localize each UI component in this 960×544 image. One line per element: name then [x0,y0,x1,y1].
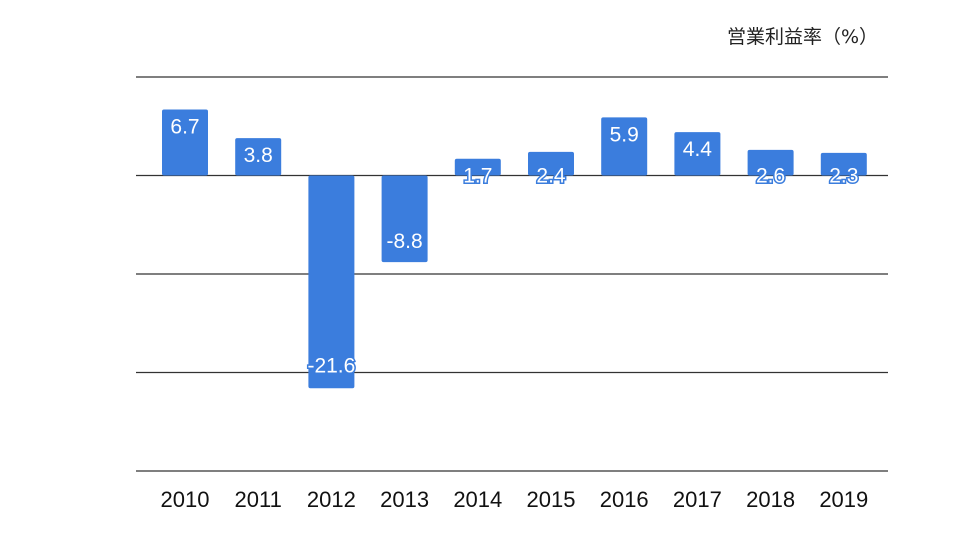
bar-2013 [381,175,428,263]
bar-2011 [235,138,282,176]
bar-2010 [162,109,208,176]
x-axis-ticks: 2010 2011 2012 2013 2014 2015 2016 2017 2018 2019 [161,487,869,512]
x-tick-2013: 2013 [380,487,429,512]
bar-2018 [747,149,794,176]
x-tick-2017: 2017 [673,487,722,512]
data-labels: 6.7 3.8 -21.6 -8.8 1.7 2.4 5.9 4.4 2.6 2.3 [169,114,860,379]
data-label-2010: 6.7 [170,116,199,139]
x-tick-2015: 2015 [527,487,576,512]
data-label-2013: -8.8 [387,230,423,253]
data-label-2016: 5.9 [610,123,639,146]
unit-label: 営業利益率（%） [726,26,878,48]
data-label-2018: 2.6 [756,165,785,188]
x-tick-2010: 2010 [161,487,210,512]
bar-2019 [820,152,867,176]
bar-2016 [601,117,648,176]
bars [162,109,867,389]
data-label-2019: 2.3 [829,165,858,188]
gridlines [136,76,888,472]
x-tick-2018: 2018 [746,487,795,512]
bar-2015 [528,151,574,176]
data-label-2014: 1.7 [463,165,492,188]
bar-2014 [454,158,501,176]
x-tick-2012: 2012 [307,487,356,512]
x-tick-2011: 2011 [235,487,282,512]
x-tick-2016: 2016 [600,487,649,512]
bar-2017 [674,132,721,176]
bar-2012 [308,175,355,389]
x-tick-2014: 2014 [453,487,502,512]
x-tick-2019: 2019 [819,487,868,512]
data-label-2011: 3.8 [244,144,273,167]
data-label-2015: 2.4 [536,165,566,188]
data-label-2017: 4.4 [683,138,713,161]
data-label-2012: -21.6 [307,354,355,377]
